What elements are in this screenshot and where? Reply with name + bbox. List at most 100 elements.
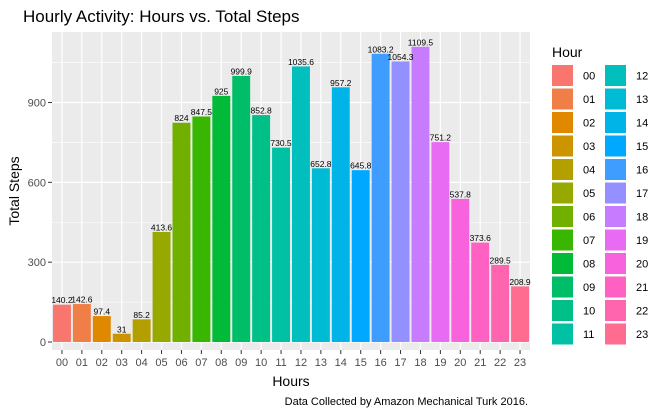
legend-label: 08 xyxy=(583,259,595,271)
legend-label: 02 xyxy=(583,118,595,130)
x-tick-label: 01 xyxy=(76,357,88,369)
x-axis-title: Hours xyxy=(272,373,309,389)
bar-hour-03 xyxy=(112,333,131,342)
legend-swatch xyxy=(552,276,573,298)
legend-swatch xyxy=(552,229,573,251)
legend-swatch xyxy=(552,300,573,321)
legend-label: 14 xyxy=(636,118,648,130)
x-tick-label: 23 xyxy=(514,357,526,369)
bar-value-label: 852.8 xyxy=(250,106,272,116)
legend-item-20: 20 xyxy=(605,253,648,274)
legend-item-06: 06 xyxy=(552,206,595,227)
bar-hour-21 xyxy=(471,242,490,342)
bar-hour-08 xyxy=(212,95,231,342)
x-tick-label: 08 xyxy=(215,357,227,369)
bar-value-label: 645.8 xyxy=(350,161,372,171)
bar-value-label: 31 xyxy=(117,324,127,334)
legend-label: 17 xyxy=(636,188,648,200)
bar-value-label: 97.4 xyxy=(94,307,111,317)
bar-hour-01 xyxy=(72,304,91,342)
legend-item-13: 13 xyxy=(605,88,648,110)
bar-value-label: 85.2 xyxy=(133,310,150,320)
x-tick-label: 20 xyxy=(454,357,466,369)
legend-label: 20 xyxy=(636,259,648,271)
legend-item-18: 18 xyxy=(605,206,648,227)
legend-swatch xyxy=(552,253,573,274)
bar-hour-12 xyxy=(291,66,310,343)
y-tick-label: 600 xyxy=(28,177,46,189)
legend-swatch xyxy=(552,135,573,157)
minor-gridlines xyxy=(52,62,530,303)
bar-hour-14 xyxy=(331,87,350,342)
legend-swatch xyxy=(605,206,626,227)
legend-swatch xyxy=(552,88,573,110)
legend-label: 03 xyxy=(583,141,595,153)
legend-swatch xyxy=(552,159,573,180)
bar-value-label: 751.2 xyxy=(430,133,452,143)
x-tick-label: 00 xyxy=(56,357,68,369)
legend-item-03: 03 xyxy=(552,135,595,157)
legend-label: 15 xyxy=(636,141,648,153)
legend-label: 13 xyxy=(636,94,648,106)
legend-label: 05 xyxy=(583,188,595,200)
x-tick-label: 13 xyxy=(315,357,327,369)
legend-item-23: 23 xyxy=(605,323,648,345)
y-axis: 0 300 600 900 xyxy=(28,98,52,349)
legend-item-15: 15 xyxy=(605,135,648,157)
x-tick-label: 16 xyxy=(375,357,387,369)
legend-item-19: 19 xyxy=(605,229,648,251)
bar-value-label: 373.6 xyxy=(470,233,492,243)
legend-swatch xyxy=(605,65,626,86)
x-tick-label: 09 xyxy=(235,357,247,369)
bar-value-label: 413.6 xyxy=(151,222,173,232)
chart-caption: Data Collected by Amazon Mechanical Turk… xyxy=(285,396,528,408)
bar-value-label: 1054.3 xyxy=(388,52,414,62)
x-tick-label: 12 xyxy=(295,357,307,369)
bar-value-label: 652.8 xyxy=(310,159,332,169)
legend-label: 18 xyxy=(636,212,648,224)
legend-label: 11 xyxy=(583,329,594,341)
legend: 00 01 02 03 04 05 06 07 08 09 10 11 12 13 14 15 16 17 18 19… xyxy=(552,65,648,345)
bar-hour-07 xyxy=(192,116,211,342)
legend-item-04: 04 xyxy=(552,159,595,180)
bar-value-label: 1083.2 xyxy=(368,44,394,54)
legend-item-09: 09 xyxy=(552,276,595,298)
y-axis-title: Total Steps xyxy=(6,156,22,225)
legend-label: 22 xyxy=(636,306,648,318)
bar-hour-05 xyxy=(152,231,171,342)
legend-swatch xyxy=(605,112,626,133)
x-tick-label: 17 xyxy=(394,357,406,369)
bar-hour-00 xyxy=(52,304,71,342)
bar-value-label: 824 xyxy=(174,113,188,123)
legend-swatch xyxy=(552,182,573,204)
legend-item-22: 22 xyxy=(605,300,648,321)
bar-value-label: 537.8 xyxy=(450,189,472,199)
x-tick-label: 15 xyxy=(355,357,367,369)
bar-value-label: 1109.5 xyxy=(408,37,434,47)
legend-item-07: 07 xyxy=(552,229,595,251)
legend-swatch xyxy=(552,206,573,227)
bar-value-label: 208.9 xyxy=(509,277,531,287)
plot-panel xyxy=(52,32,530,350)
legend-label: 23 xyxy=(636,329,648,341)
legend-item-10: 10 xyxy=(552,300,595,321)
x-tick-label: 14 xyxy=(335,357,347,369)
legend-swatch xyxy=(605,276,626,298)
legend-swatch xyxy=(605,253,626,274)
x-tick-label: 04 xyxy=(136,357,148,369)
legend-swatch xyxy=(605,135,626,157)
bar-hour-16 xyxy=(371,53,390,343)
bar-hour-06 xyxy=(172,122,191,342)
bar-value-label: 142.6 xyxy=(71,295,93,305)
legend-label: 09 xyxy=(583,282,595,294)
bar-value-label: 847.5 xyxy=(191,107,213,117)
x-tick-label: 06 xyxy=(175,357,187,369)
legend-swatch xyxy=(552,323,573,345)
legend-label: 12 xyxy=(636,71,648,83)
legend-label: 00 xyxy=(583,71,595,83)
x-tick-label: 21 xyxy=(474,357,486,369)
bar-hour-11 xyxy=(272,147,291,342)
